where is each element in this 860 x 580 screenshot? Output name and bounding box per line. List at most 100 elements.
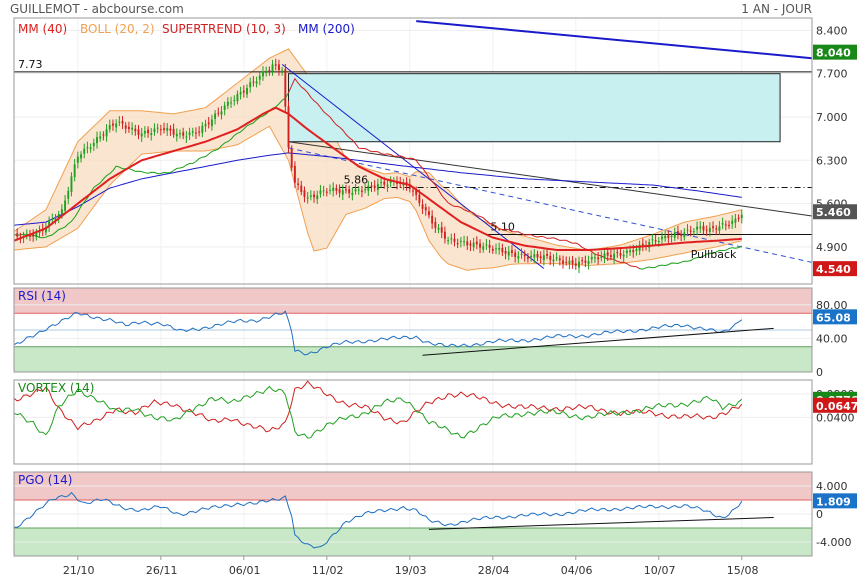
candle — [530, 250, 533, 262]
candle — [517, 251, 520, 263]
candle — [57, 210, 60, 224]
candle — [514, 249, 517, 263]
candle — [159, 124, 162, 136]
candle — [319, 184, 322, 198]
candle — [255, 76, 258, 88]
candle — [239, 86, 242, 100]
pgo-ytick-label: 4.000 — [816, 480, 848, 493]
candle — [115, 119, 118, 133]
candle — [501, 243, 504, 257]
candle — [676, 225, 679, 240]
rsi-title: RSI (14) — [18, 289, 66, 303]
candle — [220, 106, 223, 120]
candle — [571, 255, 574, 269]
candle — [204, 119, 207, 132]
candle — [201, 122, 204, 138]
rsi-oversold-zone — [14, 346, 812, 372]
vortex-panel — [13, 379, 813, 465]
candle — [469, 240, 472, 252]
candle — [32, 229, 35, 242]
candle — [198, 126, 201, 137]
candle — [670, 232, 673, 243]
candle — [185, 130, 188, 143]
candle — [156, 123, 159, 134]
candle — [111, 119, 114, 131]
candle — [456, 238, 459, 249]
candle — [64, 195, 67, 215]
candle — [568, 256, 571, 270]
rsi-panel — [13, 287, 813, 373]
candle — [364, 183, 367, 194]
candle — [348, 185, 351, 199]
candle — [102, 131, 105, 141]
vortex-title: VORTEX (14) — [18, 381, 95, 395]
trendline — [281, 64, 545, 269]
candle — [428, 206, 430, 219]
candle — [306, 191, 309, 204]
candle — [737, 214, 740, 222]
candle — [99, 131, 102, 142]
candle — [533, 249, 536, 263]
candle — [182, 127, 185, 140]
candle — [118, 116, 121, 127]
candle — [214, 110, 217, 125]
candle — [188, 127, 191, 140]
candle — [491, 245, 494, 254]
candle — [488, 239, 491, 254]
candle — [376, 178, 379, 196]
legend-item: BOLL (20, 2) — [80, 22, 155, 36]
candle — [92, 138, 95, 151]
candle — [443, 226, 446, 244]
candle — [552, 254, 555, 267]
supertrend-line-up-recent — [639, 245, 743, 270]
candle — [450, 233, 453, 245]
candle — [313, 190, 316, 203]
candle — [472, 237, 475, 252]
candle — [734, 213, 737, 229]
candle — [338, 184, 341, 198]
price-panel — [13, 17, 813, 285]
candle — [207, 117, 210, 129]
rsi-ytick-label: 0 — [816, 366, 823, 379]
pgo-ytick-label: 0 — [816, 508, 823, 521]
candle — [150, 127, 153, 141]
candle — [686, 224, 689, 237]
vortex-plus-line — [13, 385, 743, 439]
candle — [281, 66, 284, 76]
candle — [578, 256, 580, 274]
candlesticks — [16, 58, 743, 274]
candle — [609, 249, 612, 261]
candle — [357, 186, 360, 195]
candle — [447, 236, 450, 245]
candle — [638, 240, 641, 256]
candle — [565, 256, 568, 266]
supertrend-line-down — [288, 77, 640, 270]
svg-text:65.08: 65.08 — [816, 311, 851, 324]
x-tick-label: 26/11 — [146, 564, 178, 577]
candle — [83, 143, 86, 159]
candle — [498, 242, 501, 255]
candle — [562, 255, 564, 269]
candle — [290, 145, 293, 172]
candle — [230, 96, 233, 108]
candle — [166, 123, 169, 136]
price-badge: 4.540 — [813, 261, 857, 277]
candle — [437, 223, 440, 234]
candle — [536, 250, 539, 262]
candle — [542, 249, 545, 266]
candle — [539, 251, 542, 264]
candle — [131, 122, 134, 136]
candle — [341, 184, 344, 201]
candle — [507, 245, 510, 261]
svg-text:1.809: 1.809 — [816, 495, 851, 508]
vortex-badge: 0.0647 — [813, 397, 858, 413]
x-tick-label: 10/07 — [644, 564, 676, 577]
pgo-line — [13, 491, 743, 549]
candle — [597, 251, 600, 265]
candle — [121, 116, 124, 130]
candle — [485, 239, 488, 250]
candle — [172, 123, 175, 138]
candle — [360, 185, 363, 198]
candle — [373, 180, 376, 192]
candle — [293, 161, 296, 188]
